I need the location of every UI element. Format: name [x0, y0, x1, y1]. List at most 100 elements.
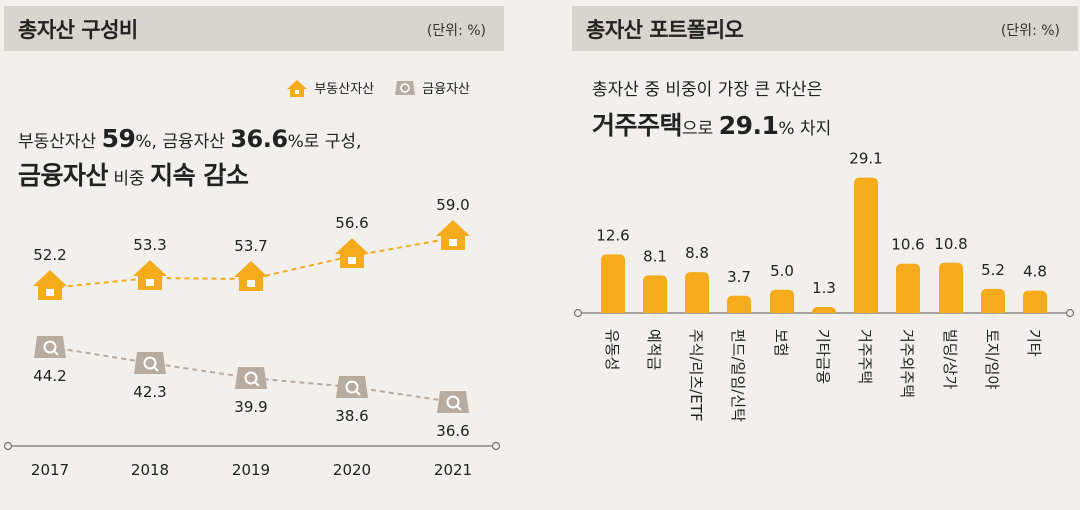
house-marker [436, 220, 470, 250]
house-marker [33, 270, 67, 300]
x-tick-label: 2018 [131, 461, 169, 479]
asset-composition-panel: 총자산 구성비 (단위: %) 부동산자산 금융자산 부동산자산 59%, 금융… [0, 0, 520, 510]
money-marker [134, 352, 166, 374]
headline-text: %, 금융자산 [135, 132, 231, 152]
bar [770, 289, 794, 313]
money-marker [34, 336, 66, 358]
panel-title: 총자산 포트폴리오 [586, 18, 744, 42]
house-icon [133, 260, 167, 290]
data-label: 53.7 [234, 237, 267, 255]
x-tick-label: 보험 [772, 329, 790, 357]
x-tick-label: 펀드/일임/신탁 [729, 329, 747, 422]
x-tick-label: 거주외주택 [898, 329, 916, 398]
headline-text: %로 구성, [287, 132, 362, 152]
data-label: 36.6 [436, 422, 469, 440]
magnifier-glass [345, 380, 359, 394]
data-label: 59.0 [436, 196, 469, 214]
money-marker [437, 391, 469, 413]
money-marker [235, 367, 267, 389]
magnifier-handle [254, 381, 260, 387]
axis-end-dot [3, 441, 13, 451]
data-label: 10.6 [891, 236, 924, 254]
x-tick-label: 토지/임야 [983, 329, 1001, 389]
headline-value-real-estate: 59 [101, 124, 136, 153]
asset-portfolio-panel: 총자산 포트폴리오 (단위: %) 총자산 중 비중이 가장 큰 자산은 거주주… [558, 0, 1080, 510]
headline-value: 29.1 [718, 111, 779, 140]
x-tick-label: 빌딩/상가 [941, 329, 959, 389]
data-label: 39.9 [234, 398, 267, 416]
data-label: 42.3 [133, 383, 166, 401]
magnifier-glass [244, 371, 258, 385]
line-chart: 2017 2018 2019 2020 2021 52.2 53.3 53.7 56.6 59.0… [3, 196, 501, 479]
legend-label-financial: 금융자산 [422, 82, 470, 97]
data-label: 44.2 [33, 367, 66, 385]
x-tick-label: 2017 [31, 461, 69, 479]
magnifier-handle [456, 405, 462, 411]
house-window [247, 280, 255, 287]
chart-legend: 부동산자산 금융자산 [286, 78, 484, 97]
data-label: 52.2 [33, 246, 66, 264]
magnifier-glass [143, 356, 157, 370]
bar [981, 288, 1005, 313]
headline-bold: 거주주택 [592, 111, 683, 140]
data-label: 5.2 [981, 261, 1005, 279]
axis-end-dot [573, 308, 583, 318]
headline: 총자산 중 비중이 가장 큰 자산은 거주주택으로 29.1% 차지 [592, 72, 1052, 147]
data-label: 5.0 [770, 262, 794, 280]
house-window [46, 289, 54, 296]
headline-text: 총자산 중 비중이 가장 큰 자산은 [592, 80, 823, 100]
axis-end-dot [491, 441, 501, 451]
house-icon [287, 79, 308, 97]
data-label: 1.3 [812, 279, 836, 297]
magnifier-glass [43, 340, 57, 354]
bar [896, 263, 920, 313]
magnifier-handle [53, 350, 59, 356]
unit-label: (단위: %) [1000, 23, 1060, 39]
bar [939, 262, 963, 313]
house-icon [33, 270, 67, 300]
magnifier-handle [153, 366, 159, 372]
data-label: 53.3 [133, 236, 166, 254]
headline-text: % 차지 [778, 119, 832, 139]
bar [812, 306, 836, 313]
headline: 부동산자산 59%, 금융자산 36.6%로 구성, 금융자산 비중 지속 감소 [18, 122, 498, 196]
headline-value-financial: 36.6 [230, 125, 288, 153]
money-search-icon [34, 336, 66, 358]
house-window [449, 239, 457, 246]
axis-end-dot [1065, 308, 1075, 318]
legend-label-real-estate: 부동산자산 [314, 82, 375, 97]
money-search-icon [395, 80, 416, 95]
money-search-icon [134, 352, 166, 374]
panel-header: 총자산 포트폴리오 (단위: %) [572, 6, 1078, 51]
magnifier-glass [446, 395, 460, 409]
house-window [146, 279, 154, 286]
headline-text: 으로 [682, 119, 719, 139]
x-tick-label: 2019 [232, 461, 270, 479]
x-tick-label: 주식/리츠/ETF [687, 329, 705, 422]
data-label: 10.8 [934, 235, 967, 253]
bar [685, 272, 709, 313]
data-label: 38.6 [335, 407, 368, 425]
unit-label: (단위: %) [426, 23, 486, 39]
bar [854, 177, 878, 313]
bar-chart: 12.6 유동성 8.1 예적금 8.8 주식/리츠/ETF 3.7 펀드/일임/신탁 5.0 보… [573, 150, 1075, 422]
panel-header: 총자산 구성비 (단위: %) [4, 6, 504, 51]
data-label: 3.7 [727, 268, 751, 286]
bar [601, 254, 625, 313]
bar [1023, 290, 1047, 313]
data-label: 12.6 [596, 226, 629, 244]
money-search-icon [235, 367, 267, 389]
house-window [348, 257, 356, 264]
house-icon [335, 238, 369, 268]
series-line-financial [49, 346, 454, 403]
data-label: 8.1 [643, 247, 667, 265]
headline-text: 비중 [108, 169, 151, 189]
money-search-icon [336, 376, 368, 398]
headline-bold: 지속 감소 [150, 161, 249, 190]
panel-title: 총자산 구성비 [18, 18, 138, 42]
house-icon [436, 220, 470, 250]
bar [643, 275, 667, 313]
house-marker [234, 261, 268, 291]
data-label: 29.1 [849, 150, 882, 168]
house-marker [335, 238, 369, 268]
